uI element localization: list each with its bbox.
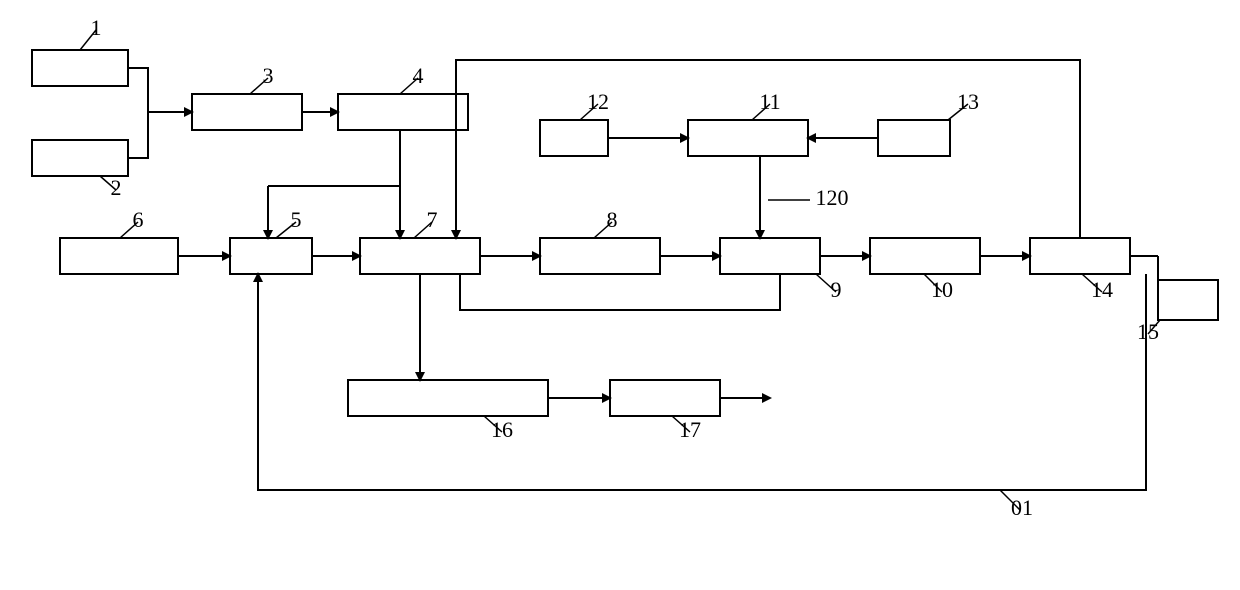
block-b11 <box>688 120 808 156</box>
label-L6: 6 <box>133 207 144 232</box>
block-b15 <box>1158 280 1218 320</box>
label-L1: 1 <box>91 15 102 40</box>
block-b3 <box>192 94 302 130</box>
edge-efb1 <box>456 60 1080 238</box>
label-L17: 17 <box>679 417 701 442</box>
label-L15: 15 <box>1137 319 1159 344</box>
block-b13 <box>878 120 950 156</box>
block-b12 <box>540 120 608 156</box>
block-b17 <box>610 380 720 416</box>
block-diagram: 123456789101112131415161712001 <box>0 0 1240 590</box>
label-L5: 5 <box>291 207 302 232</box>
edge-e2 <box>128 112 148 158</box>
label-L01: 01 <box>1011 495 1033 520</box>
block-b16 <box>348 380 548 416</box>
block-b6 <box>60 238 178 274</box>
label-L12: 12 <box>587 89 609 114</box>
block-b4 <box>338 94 468 130</box>
label-L10: 10 <box>931 277 953 302</box>
block-b2 <box>32 140 128 176</box>
edge-e7_9 <box>460 274 780 310</box>
block-b7 <box>360 238 480 274</box>
label-L14: 14 <box>1091 277 1113 302</box>
label-L2: 2 <box>111 175 122 200</box>
block-b9 <box>720 238 820 274</box>
label-L16: 16 <box>491 417 513 442</box>
label-L120: 120 <box>816 185 849 210</box>
label-L7: 7 <box>427 207 438 232</box>
label-L9: 9 <box>831 277 842 302</box>
label-L3: 3 <box>263 63 274 88</box>
block-b14 <box>1030 238 1130 274</box>
block-b8 <box>540 238 660 274</box>
label-L13: 13 <box>957 89 979 114</box>
label-L8: 8 <box>607 207 618 232</box>
block-b1 <box>32 50 128 86</box>
edge-e1 <box>128 68 148 112</box>
label-L4: 4 <box>413 63 424 88</box>
block-b10 <box>870 238 980 274</box>
edge-e01 <box>258 274 1146 490</box>
block-b5 <box>230 238 312 274</box>
label-L11: 11 <box>759 89 780 114</box>
